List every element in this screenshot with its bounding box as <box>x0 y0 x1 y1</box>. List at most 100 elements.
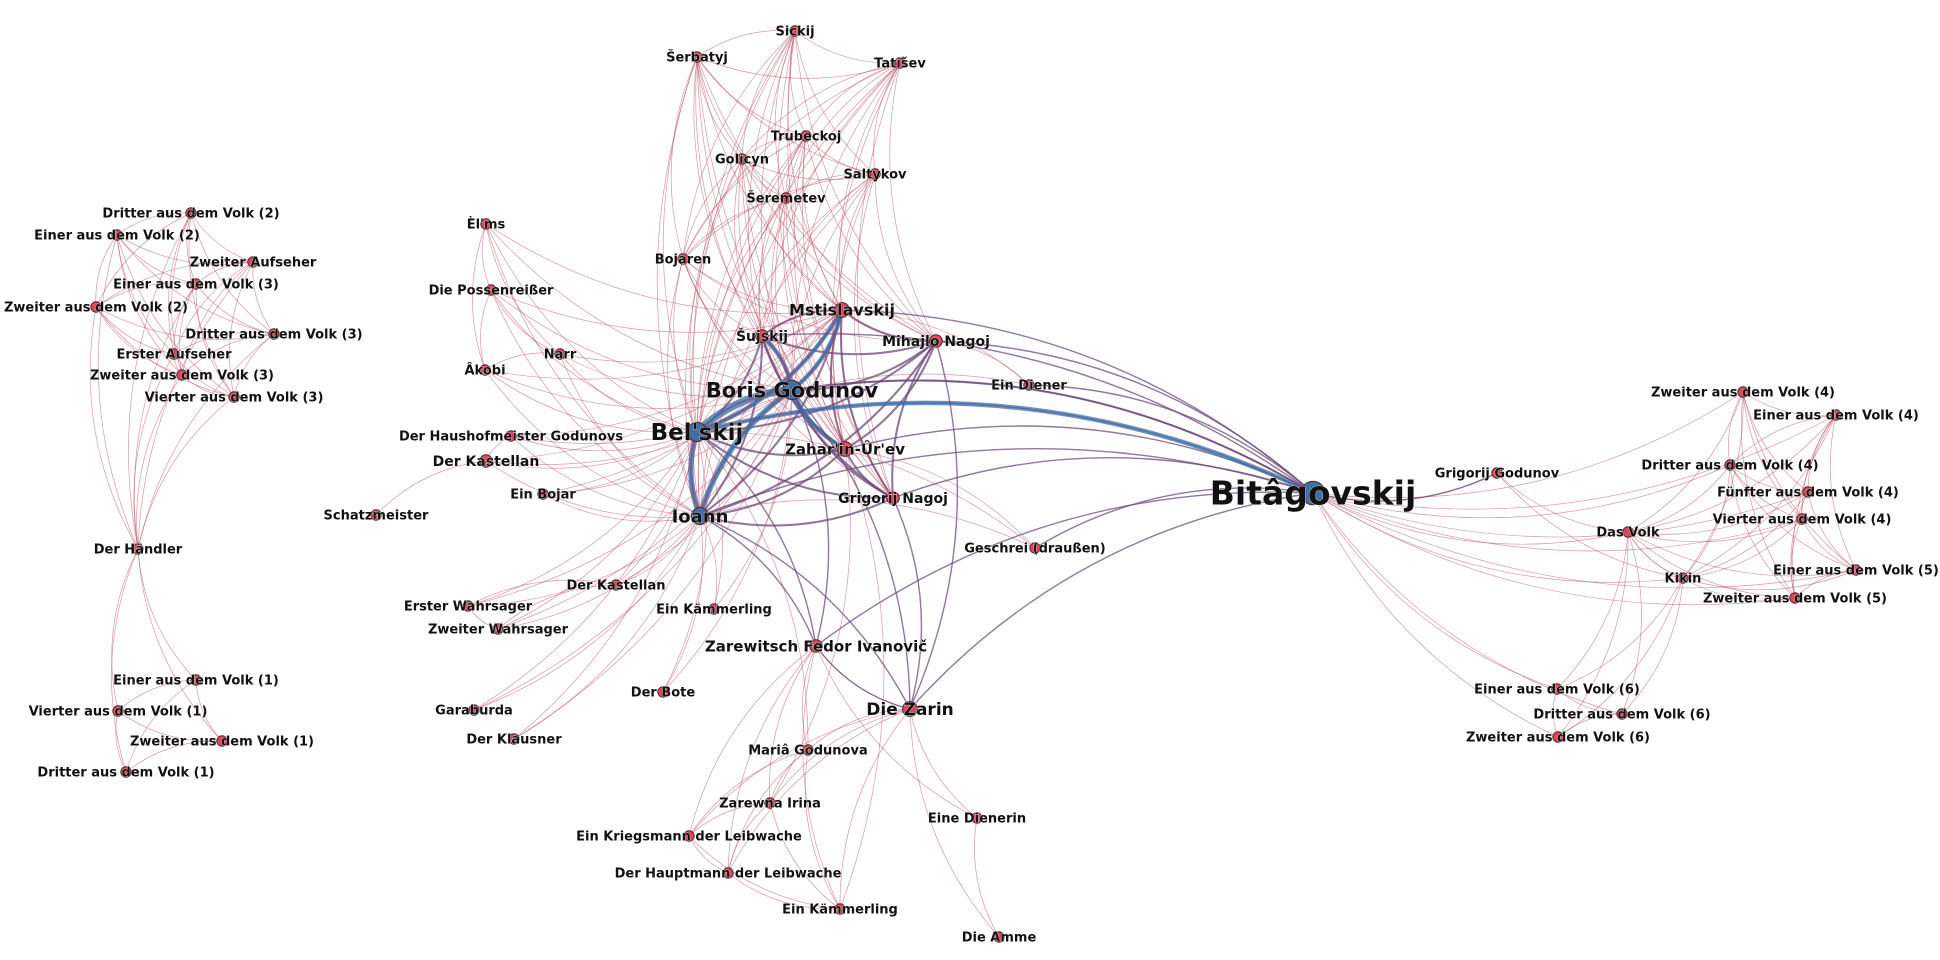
edge-possenreisser-narr <box>490 289 561 355</box>
node-v2_2 <box>90 301 102 313</box>
edge-bitagovskij-mihajlo <box>935 340 1314 494</box>
edge-v4_1-v4_3 <box>1729 414 1837 466</box>
label-grigorij_nagoj: Grigorij Nagoj <box>838 491 948 507</box>
node-diener <box>1023 379 1035 391</box>
edge-mstislavskij-sujskij <box>761 309 843 337</box>
label-v2_2: Zweiter aus dem Volk (2) <box>4 301 188 316</box>
node-v6_3 <box>1616 708 1628 720</box>
edge-ioann-zaharin <box>699 448 846 518</box>
edge-trubeckoj-golicyn <box>741 135 807 160</box>
edge-wahrsager2-boris <box>497 389 793 630</box>
edge-zarin-irina <box>769 708 911 804</box>
label-bojaren: Bojaren <box>655 253 712 268</box>
edge-v3_3-aufseher1 <box>173 331 275 355</box>
edge-v4_4-v5_2 <box>1790 518 1803 599</box>
node-kastellan2 <box>610 579 622 591</box>
edge-v3_2-haendler <box>136 374 183 550</box>
edge-zarin-mihajlo <box>909 340 959 710</box>
label-amme: Die Amme <box>962 931 1037 946</box>
edge-tatisev-ioann <box>699 62 901 517</box>
edge-golicyn-ioann <box>685 158 743 517</box>
edge-zarin-amme <box>909 708 1000 938</box>
edge-aufseher2-v3_3 <box>252 261 275 335</box>
edge-akobi-belskij <box>484 369 698 433</box>
edge-kastellan2-wahrsager1 <box>467 579 617 607</box>
edge-v2_3-v3_1 <box>186 212 197 285</box>
edge-volk-v4_2 <box>1627 391 1744 533</box>
edge-saltykov-mstislavskij <box>840 173 876 311</box>
edge-saltykov-bojaren <box>682 173 876 260</box>
edge-zarin-ioann <box>699 515 911 710</box>
edge-v3_1-v3_4 <box>195 283 235 398</box>
edge-maria-kaemmerling2 <box>804 749 841 910</box>
edge-seremetev-grigorij_nagoj <box>785 197 894 499</box>
edge-kastellan1-mstislavskij <box>485 309 843 462</box>
edge-v1_1-v1_2 <box>195 679 223 742</box>
edge-diener-belskij <box>696 373 1030 433</box>
label-haendler: Der Händler <box>94 543 183 558</box>
node-v3_2 <box>176 369 188 381</box>
edge-v2_1-haendler <box>97 234 139 550</box>
node-geschrei <box>1029 542 1041 554</box>
edge-v2_3-v2_1 <box>116 212 192 236</box>
edge-ioann-mihajlo <box>699 340 937 518</box>
edge-wahrsager2-ioann <box>497 515 701 630</box>
edge-garaburda-belskij <box>473 431 698 711</box>
edge-v6_1-kikin <box>1556 577 1684 690</box>
edge-kaemmerling2-zaharin <box>839 448 885 910</box>
edge-serbatyj-trubeckoj <box>696 56 807 137</box>
edge-bitagovskij-v6_1 <box>1312 492 1558 690</box>
label-bote: Der Bote <box>631 686 696 701</box>
edge-fedor-dienerin <box>815 645 978 819</box>
edge-garaburda-ioann <box>473 515 701 711</box>
edge-ioann-grigorij_nagoj <box>699 497 894 527</box>
edge-tatisev-mstislavskij <box>838 62 901 311</box>
edge-v2_2-v3_2 <box>95 306 183 376</box>
label-grigorij_godunov: Grigorij Godunov <box>1435 467 1560 482</box>
node-wahrsager1 <box>462 600 474 612</box>
edge-elms-boris <box>485 223 793 391</box>
label-geschrei: Geschrei (draußen) <box>964 542 1105 557</box>
edge-seremetev-sujskij <box>758 197 787 337</box>
edge-v3_1-aufseher1 <box>173 283 197 355</box>
label-v3_4: Vierter aus dem Volk (3) <box>145 391 324 406</box>
node-garaburda <box>468 704 480 716</box>
edge-kikin-v4_1 <box>1682 414 1837 579</box>
node-grigorij_godunov <box>1491 467 1503 479</box>
edge-serbatyj-ioann <box>656 56 701 517</box>
edge-bitagovskij-volk <box>1312 492 1629 545</box>
edge-kikin-v5_2 <box>1682 577 1796 601</box>
edge-v2_3-v2_2 <box>95 212 192 308</box>
edge-seremetev-mihajlo <box>785 197 937 342</box>
edge-sickij-saltykov <box>794 30 876 175</box>
edge-kikin-v4_5 <box>1682 491 1809 579</box>
edge-fedor-irina <box>769 645 817 804</box>
edge-kikin-v4_2 <box>1682 391 1744 579</box>
edge-bitagovskij-zarin <box>909 492 1314 710</box>
edge-v4_1-v4_5 <box>1807 414 1837 493</box>
edge-tatisev-boris <box>791 62 901 391</box>
edge-bote-boris <box>662 389 793 693</box>
edge-diener-mstislavskij <box>841 309 1030 386</box>
label-v5_1: Einer aus dem Volk (5) <box>1773 564 1939 579</box>
edge-v3_3-v3_2 <box>181 333 275 376</box>
edge-geschrei-zaharin <box>844 448 1036 549</box>
edge-boris-belskij <box>694 386 793 435</box>
edge-bojaren-belskij <box>673 258 698 433</box>
label-klausner: Der Klausner <box>466 733 562 748</box>
edge-wahrsager2-belskij <box>497 431 698 630</box>
edge-v1_1-v1_3 <box>125 679 197 773</box>
edge-golicyn-mihajlo <box>741 158 937 342</box>
edge-sickij-bojaren <box>682 30 796 260</box>
edge-narr-boris <box>559 353 793 398</box>
edge-golicyn-grigorij_nagoj <box>741 158 894 499</box>
label-v6_2: Zweiter aus dem Volk (6) <box>1466 731 1650 746</box>
node-v5_2 <box>1789 592 1801 604</box>
label-possenreisser: Die Possenreißer <box>429 284 554 299</box>
edge-v5_1-v5_2 <box>1794 569 1857 599</box>
edge-bojar-boris <box>542 389 793 495</box>
edge-sickij-golicyn <box>741 30 796 160</box>
edge-seremetev-zaharin <box>782 197 846 450</box>
edge-volk-v5_1 <box>1627 531 1857 577</box>
edge-v4_3-v4_4 <box>1729 464 1803 520</box>
